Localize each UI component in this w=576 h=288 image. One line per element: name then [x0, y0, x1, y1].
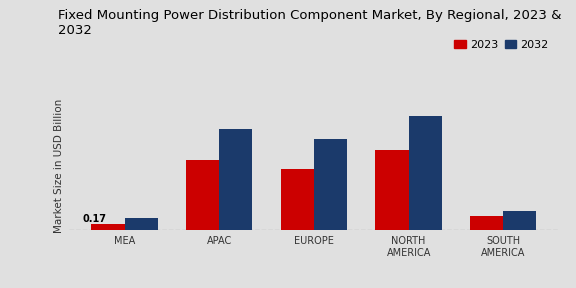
- Text: Fixed Mounting Power Distribution Component Market, By Regional, 2023 &
2032: Fixed Mounting Power Distribution Compon…: [58, 9, 561, 37]
- Bar: [470, 216, 503, 230]
- Bar: [408, 116, 442, 230]
- Bar: [503, 211, 536, 230]
- Text: 0.17: 0.17: [82, 214, 106, 224]
- Y-axis label: Market Size in USD Billion: Market Size in USD Billion: [54, 98, 63, 233]
- Bar: [314, 139, 347, 230]
- Bar: [219, 129, 252, 230]
- Bar: [92, 224, 124, 230]
- Bar: [281, 169, 314, 230]
- Bar: [186, 160, 219, 230]
- Bar: [124, 218, 158, 230]
- Legend: 2023, 2032: 2023, 2032: [450, 35, 553, 54]
- Bar: [376, 150, 408, 230]
